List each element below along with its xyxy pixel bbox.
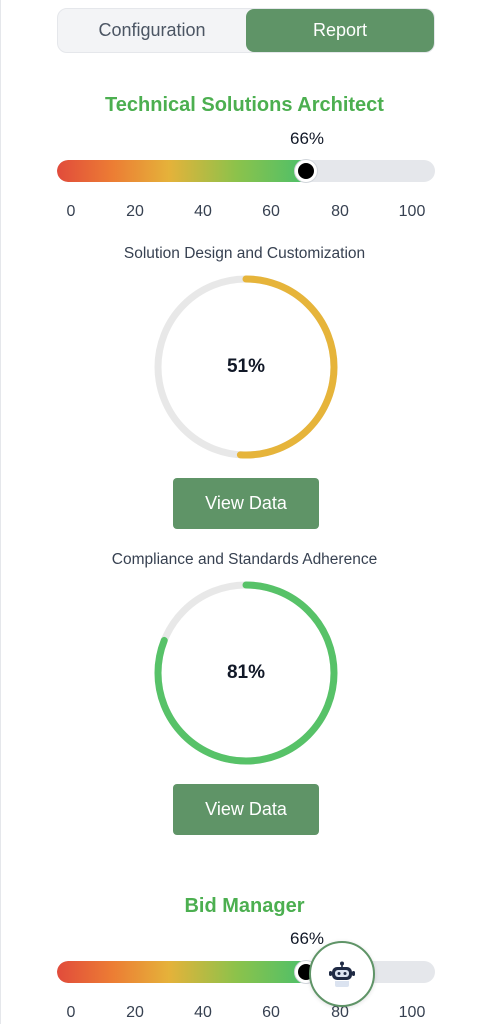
role-title: Bid Manager <box>184 895 305 917</box>
gauge-fill <box>57 160 307 182</box>
tick-label: 60 <box>262 1004 280 1021</box>
metric-title: Compliance and Standards Adherence <box>111 551 378 568</box>
tick-label: 20 <box>126 203 144 220</box>
view-data-button[interactable]: View Data <box>173 478 319 529</box>
tick-label: 80 <box>331 1004 349 1021</box>
donut-arc <box>154 581 338 765</box>
tick-label: 40 <box>194 1004 212 1021</box>
score-percentage: 66% <box>289 129 325 148</box>
tab-report[interactable]: Report <box>246 9 434 52</box>
gauge-track <box>57 160 435 182</box>
metric-donut: 81% <box>151 578 341 768</box>
score-percentage: 66% <box>289 929 325 948</box>
gauge-track <box>57 961 435 983</box>
gauge-ticks: 0 20 40 60 80 100 <box>57 203 435 223</box>
tick-label: 0 <box>66 1004 76 1021</box>
tick-label: 20 <box>126 1004 144 1021</box>
donut-chart <box>154 581 338 765</box>
score-gauge <box>57 961 435 983</box>
score-gauge <box>57 160 435 182</box>
tick-label: 100 <box>398 203 426 220</box>
view-data-button[interactable]: View Data <box>173 784 319 835</box>
tick-label: 0 <box>66 203 76 220</box>
view-tabs: Configuration Report <box>57 8 435 53</box>
gauge-knob[interactable] <box>295 160 318 182</box>
metric-donut: 51% <box>151 272 341 462</box>
gauge-ticks: 0 20 40 60 80 100 <box>57 1004 435 1024</box>
donut-arc <box>154 275 338 459</box>
tick-label: 100 <box>398 1004 426 1021</box>
donut-chart <box>154 275 338 459</box>
tick-label: 80 <box>331 203 349 220</box>
gauge-fill <box>57 961 307 983</box>
tick-label: 60 <box>262 203 280 220</box>
role-title: Technical Solutions Architect <box>105 94 384 116</box>
tick-label: 40 <box>194 203 212 220</box>
donut-value: 51% <box>226 356 266 377</box>
robot-icon <box>329 961 355 987</box>
donut-value: 81% <box>226 662 266 683</box>
tab-configuration[interactable]: Configuration <box>98 20 206 40</box>
chatbot-button[interactable] <box>309 941 375 1007</box>
metric-title: Solution Design and Customization <box>123 245 366 262</box>
